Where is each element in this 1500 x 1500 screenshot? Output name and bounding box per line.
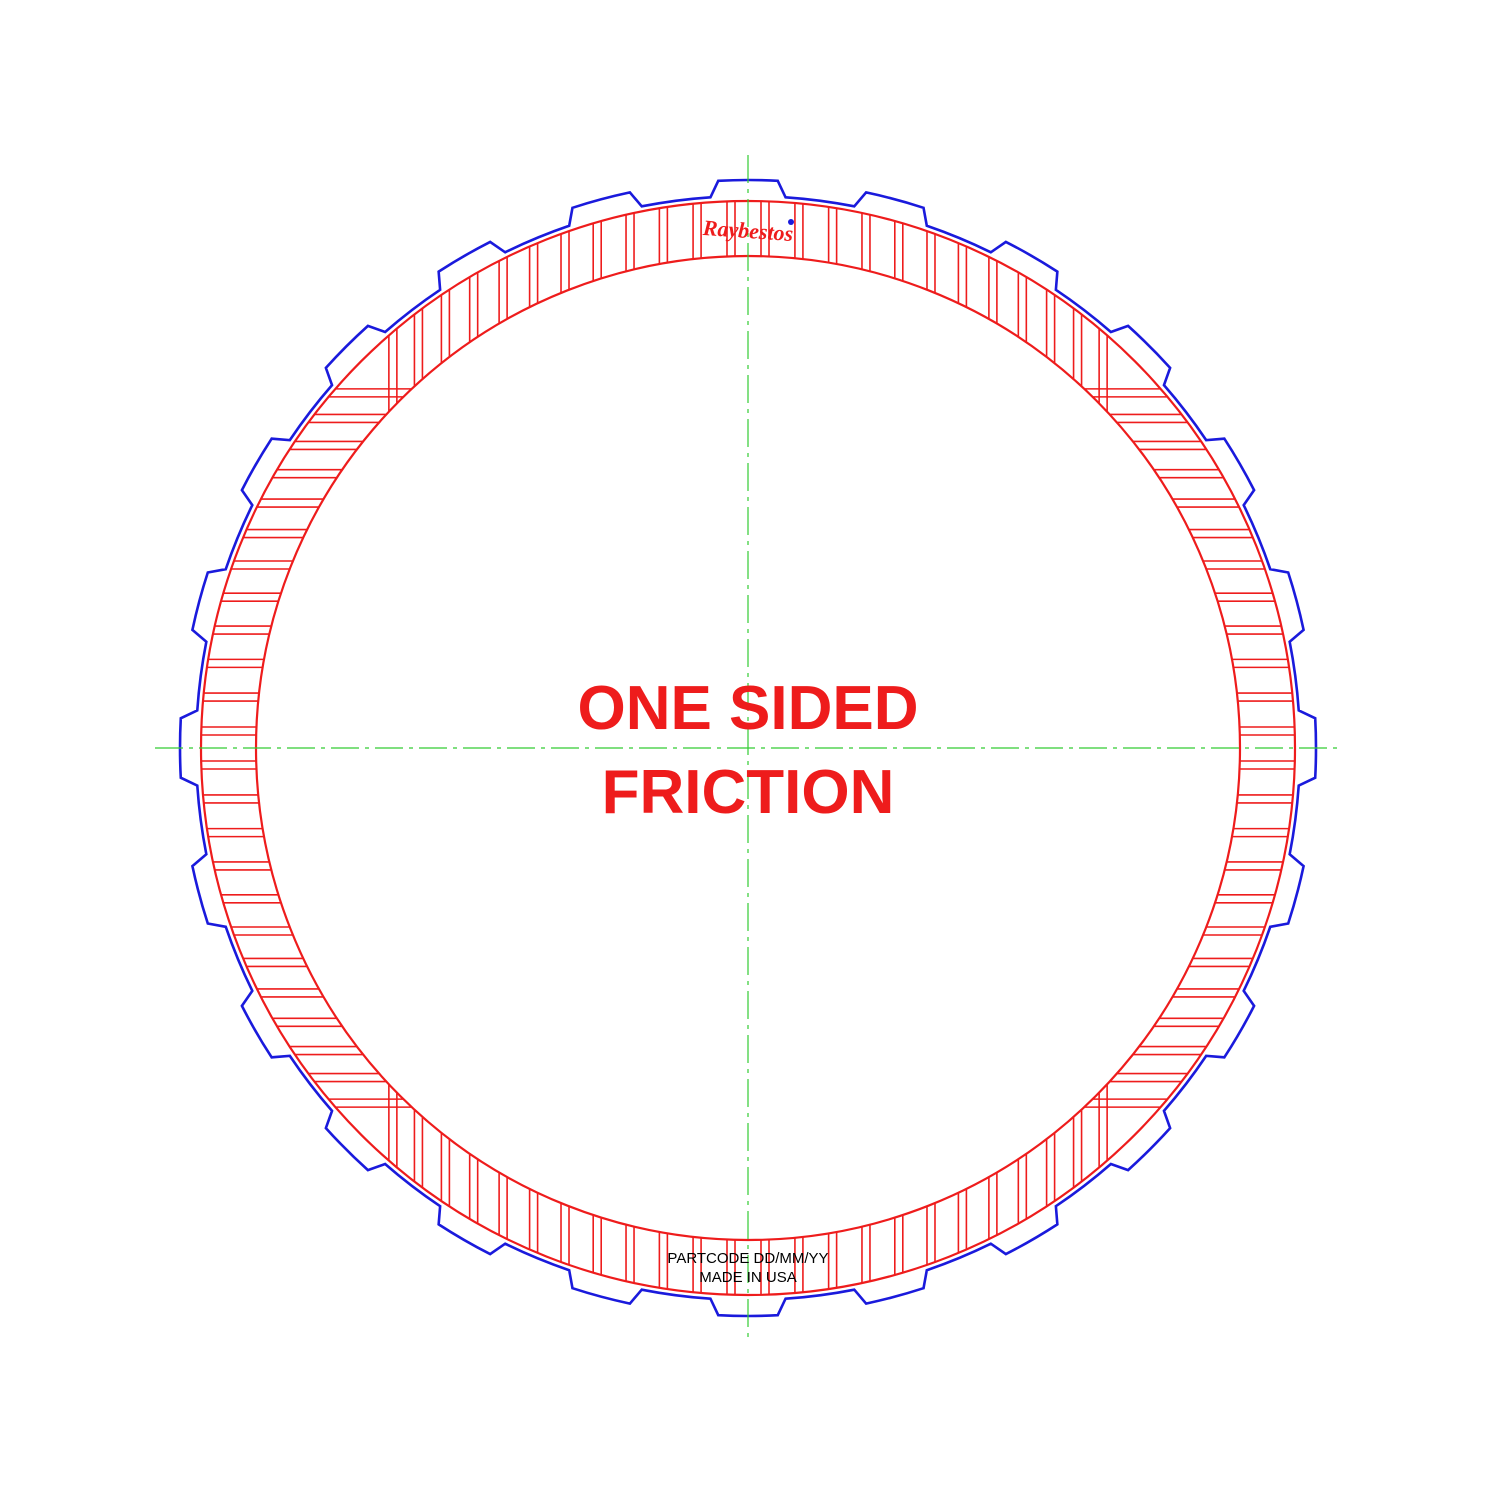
title-line-2: FRICTION — [602, 758, 895, 827]
friction-segments — [201, 201, 1295, 1295]
centerlines — [155, 155, 1342, 1342]
stamp-origin: MADE IN USA — [699, 1269, 797, 1286]
title-line-1: ONE SIDED — [577, 674, 918, 743]
logo-dot — [788, 219, 794, 225]
stamp-partcode: PARTCODE DD/MM/YY — [667, 1250, 828, 1267]
outer-teeth-profile — [178, 178, 1318, 1318]
